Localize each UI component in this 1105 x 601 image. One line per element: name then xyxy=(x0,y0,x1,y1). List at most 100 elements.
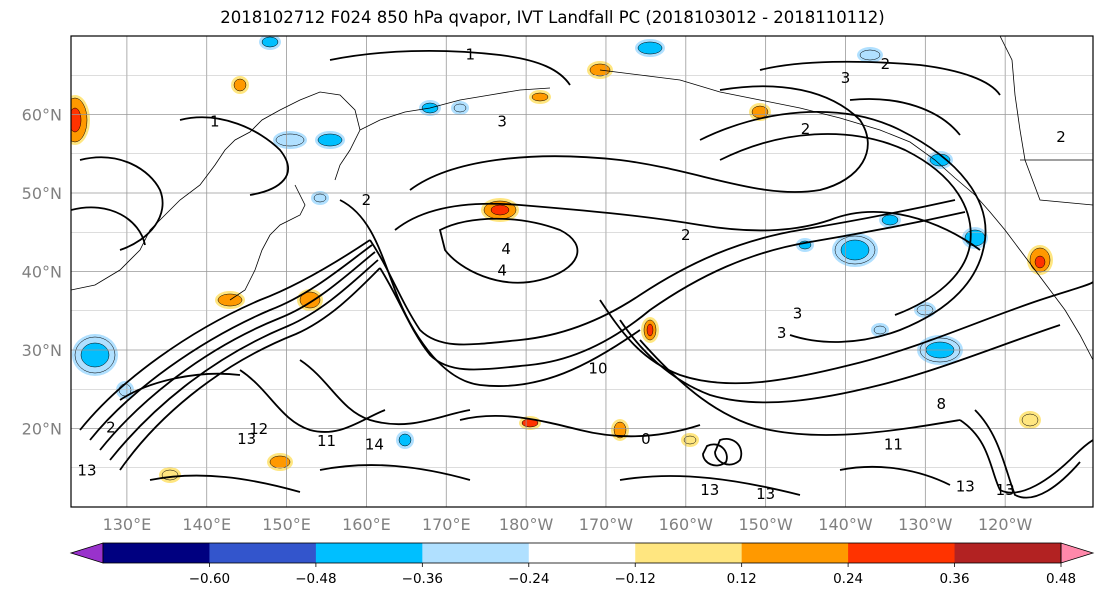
colorbar-segment xyxy=(103,543,210,563)
contour-line xyxy=(714,438,743,466)
colorbar-tick-label: −0.60 xyxy=(189,571,230,587)
colorbar-tick-label: −0.48 xyxy=(295,571,336,587)
longitude-label: 160°E xyxy=(342,515,391,534)
shading-patch xyxy=(71,107,82,133)
colorbar-tick-label: −0.12 xyxy=(615,571,656,587)
contour-line xyxy=(89,244,373,441)
colorbar-segment xyxy=(209,543,317,563)
colorbar-tick-label: 0.24 xyxy=(833,571,863,587)
colorbar-segment xyxy=(848,543,956,563)
colorbar-segment xyxy=(422,543,530,563)
shading-patch xyxy=(317,133,343,147)
shading-patch xyxy=(261,36,279,48)
longitude-label: 170°E xyxy=(422,515,471,534)
shading-patch xyxy=(840,239,870,261)
contour-line xyxy=(639,339,961,436)
shading-patch xyxy=(80,342,110,368)
latitude-label: 60°N xyxy=(22,106,62,125)
colorbar: −0.60 −0.48 −0.36 −0.24 −0.12 0.12 0.24 0.36 0.4… xyxy=(69,542,1095,587)
contour-line xyxy=(79,239,371,431)
shading-patch xyxy=(299,291,321,309)
longitude-label: 170°W xyxy=(579,515,634,534)
contour-label: 8 xyxy=(937,395,947,413)
colorbar-tick-label: 0.12 xyxy=(727,571,757,587)
contour-line xyxy=(179,116,289,196)
contour-line xyxy=(702,443,728,467)
contour-label: 13 xyxy=(956,477,975,495)
contour-line xyxy=(619,319,1061,404)
contour-line xyxy=(369,199,956,346)
aleutian-arc xyxy=(359,87,551,131)
contour-line xyxy=(849,98,961,136)
colorbar-segment xyxy=(741,543,849,563)
contour-label: 1 xyxy=(210,112,220,130)
contour-label: 2 xyxy=(801,120,811,138)
colorbar-segment xyxy=(635,543,743,563)
contour-line xyxy=(409,85,869,193)
colorbar-extend-high xyxy=(1060,542,1095,564)
shading-patch xyxy=(233,78,247,92)
colorbar-segment xyxy=(528,543,636,563)
contour-line xyxy=(109,259,379,461)
contour-line xyxy=(959,419,1093,494)
contour-label: 11 xyxy=(317,432,336,450)
colorbar-frame xyxy=(102,542,1062,564)
shading-patch xyxy=(275,133,305,147)
shading-patch xyxy=(313,193,327,203)
contour-line xyxy=(299,359,471,426)
longitude-label: 180°W xyxy=(499,515,554,534)
contour-label: 1 xyxy=(465,46,475,64)
contour-line xyxy=(379,211,966,371)
shading-patch xyxy=(637,41,663,55)
contour-label: 3 xyxy=(841,69,851,87)
shading-patch xyxy=(613,421,627,439)
contour-label: 2 xyxy=(881,55,891,73)
colorbar-tick-label: −0.36 xyxy=(402,571,443,587)
shading-patch xyxy=(683,435,697,445)
colorbar-tick-label: 0.48 xyxy=(1046,571,1076,587)
border-lines xyxy=(999,36,1093,206)
colorbar-extend-low xyxy=(69,542,104,564)
contour-line xyxy=(99,251,376,451)
contour-label: 13 xyxy=(700,481,719,499)
shading-patch xyxy=(269,455,291,469)
contour-line xyxy=(119,267,381,471)
contour-label: 2 xyxy=(106,418,116,436)
contour-line xyxy=(394,202,981,251)
longitude-label: 120°W xyxy=(978,515,1033,534)
ivt-contours xyxy=(71,49,1093,499)
contour-label: 2 xyxy=(681,226,691,244)
longitude-label: 140°W xyxy=(818,515,873,534)
graticule xyxy=(71,36,1093,507)
contour-label: 11 xyxy=(884,436,903,454)
latitude-label: 20°N xyxy=(22,420,62,439)
contour-label: 13 xyxy=(77,462,96,480)
shading-patch xyxy=(453,103,467,113)
contour-line xyxy=(759,60,1001,96)
contour-label: 10 xyxy=(588,360,607,378)
contour-line xyxy=(974,409,1081,499)
longitude-label: 130°E xyxy=(103,515,152,534)
colorbar-segment xyxy=(954,543,1062,563)
contour-line xyxy=(119,372,241,401)
asia-coast xyxy=(71,91,361,291)
contour-label: 3 xyxy=(497,112,507,130)
longitude-label: 150°E xyxy=(262,515,311,534)
longitude-label: 160°W xyxy=(659,515,714,534)
longitude-label: 140°E xyxy=(182,515,231,534)
contour-line xyxy=(719,133,972,316)
contour-label: 4 xyxy=(497,261,507,279)
longitude-labels: 130°E 140°E 150°E 160°E 170°E 180°W 170°W 160°W… xyxy=(103,515,1033,534)
latitude-label: 40°N xyxy=(22,263,62,282)
contour-label: 13 xyxy=(756,485,775,503)
contour-line xyxy=(619,475,801,496)
contour-label: 4 xyxy=(501,240,511,258)
shading-patch xyxy=(398,433,412,447)
map-frame xyxy=(70,35,1094,508)
shading-patch xyxy=(531,92,549,102)
contour-label: 0 xyxy=(641,430,651,448)
contour-line xyxy=(79,156,164,251)
contour-line xyxy=(839,465,951,486)
